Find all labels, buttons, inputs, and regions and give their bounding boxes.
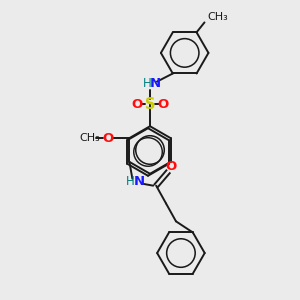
- Text: S: S: [145, 97, 155, 112]
- Text: H: H: [143, 77, 152, 90]
- Text: O: O: [165, 160, 177, 173]
- Text: CH₃: CH₃: [80, 133, 100, 143]
- Text: O: O: [157, 98, 169, 111]
- Text: H: H: [126, 175, 135, 188]
- Text: CH₃: CH₃: [208, 13, 228, 22]
- Text: O: O: [102, 132, 113, 145]
- Text: O: O: [131, 98, 143, 111]
- Text: N: N: [149, 77, 161, 90]
- Text: N: N: [134, 175, 145, 188]
